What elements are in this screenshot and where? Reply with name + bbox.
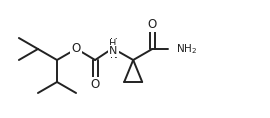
Text: O: O	[148, 18, 157, 31]
Text: O: O	[72, 42, 81, 55]
Text: NH$_2$: NH$_2$	[177, 42, 198, 56]
Text: H
N: H N	[110, 38, 118, 60]
Text: H: H	[109, 39, 117, 49]
Text: N: N	[109, 46, 117, 56]
Text: O: O	[90, 78, 100, 91]
